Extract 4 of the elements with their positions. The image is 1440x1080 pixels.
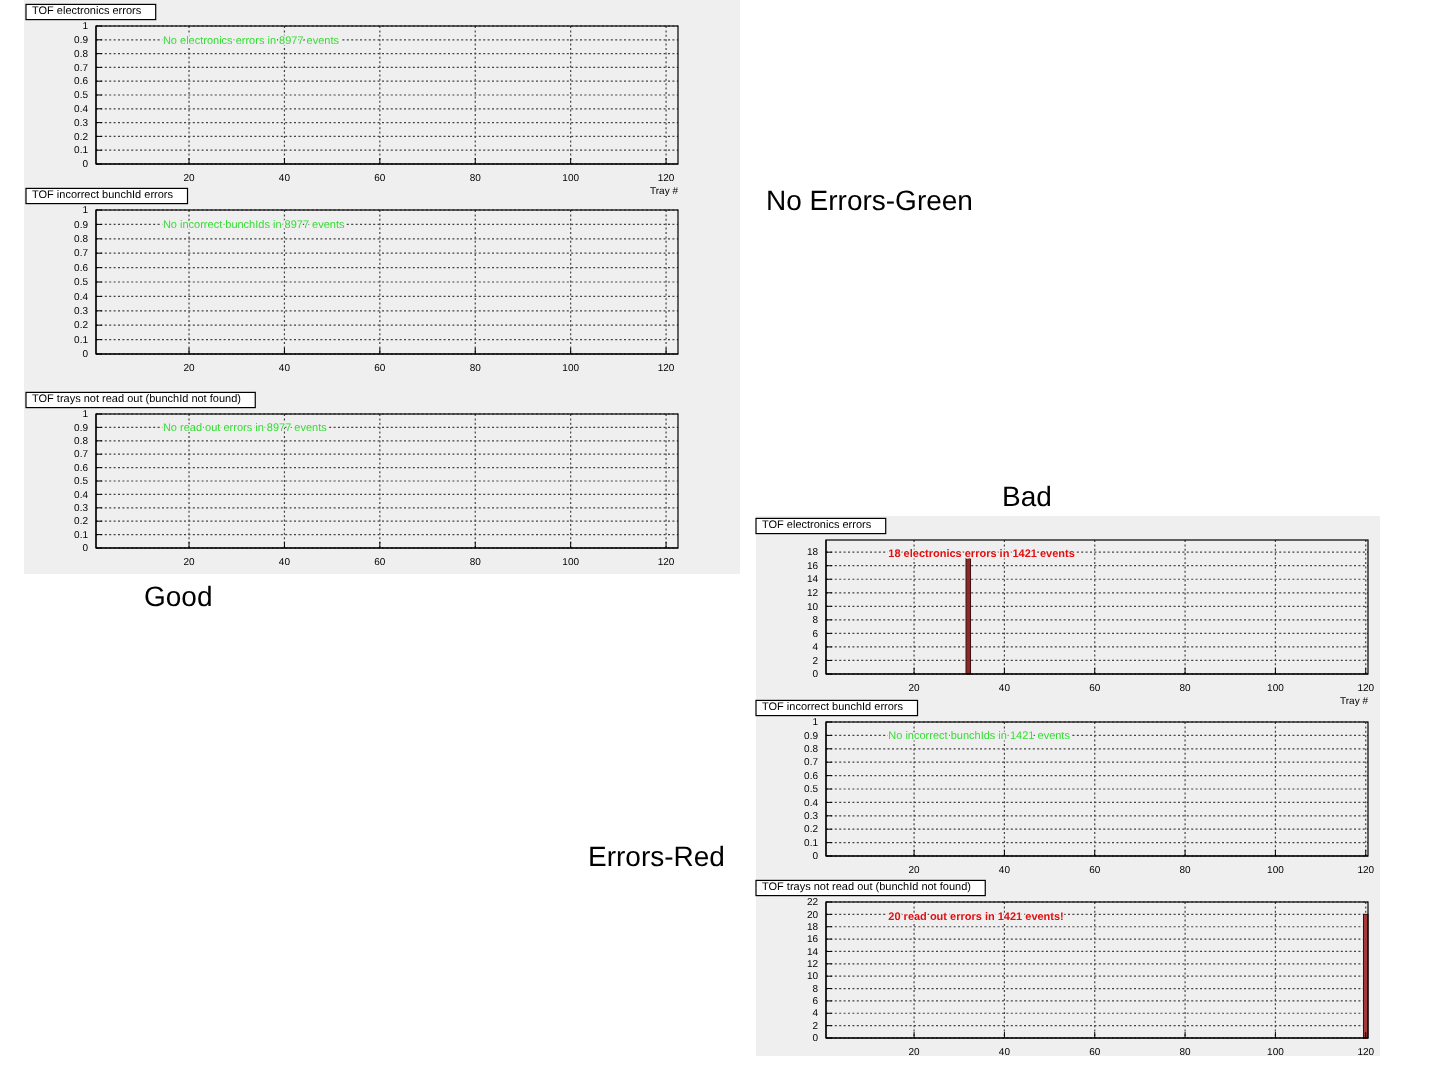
text: Good (144, 580, 213, 612)
text: No Errors-Green (766, 184, 973, 216)
text: Bad (1002, 480, 1052, 512)
text: Errors-Red (588, 840, 725, 872)
